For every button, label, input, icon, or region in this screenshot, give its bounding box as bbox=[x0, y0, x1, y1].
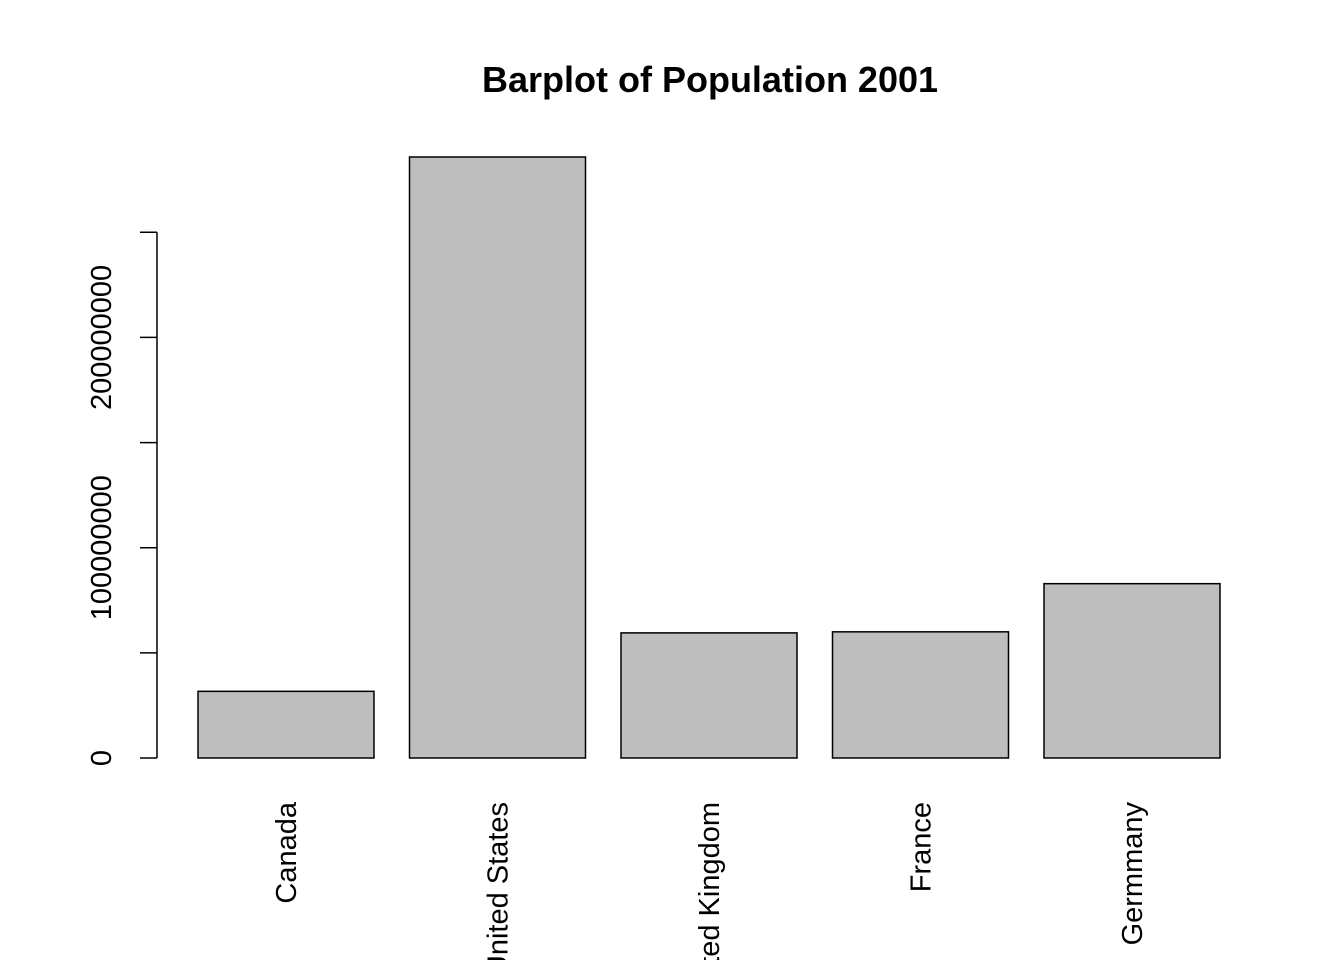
y-tick-label: 100000000 bbox=[86, 475, 118, 620]
category-label: France bbox=[906, 802, 938, 892]
bar bbox=[1043, 582, 1221, 759]
category-label: United States bbox=[483, 802, 515, 960]
y-tick-label: 0 bbox=[86, 750, 118, 766]
y-tick-label: 200000000 bbox=[86, 265, 118, 410]
category-label: Germmany bbox=[1117, 802, 1149, 946]
bar bbox=[408, 156, 587, 759]
category-label: United Kingdom bbox=[694, 802, 726, 960]
bar bbox=[197, 690, 375, 759]
category-label: Canada bbox=[271, 801, 303, 903]
x-axis-labels: Canada United States United Kingdom France G… bbox=[271, 801, 1149, 965]
bar bbox=[620, 632, 798, 759]
bars-group bbox=[197, 156, 1221, 759]
y-axis: 0 100000000 200000000 bbox=[86, 231, 158, 766]
bar bbox=[831, 631, 1010, 759]
chart-title: Barplot of Population 2001 bbox=[482, 59, 938, 100]
